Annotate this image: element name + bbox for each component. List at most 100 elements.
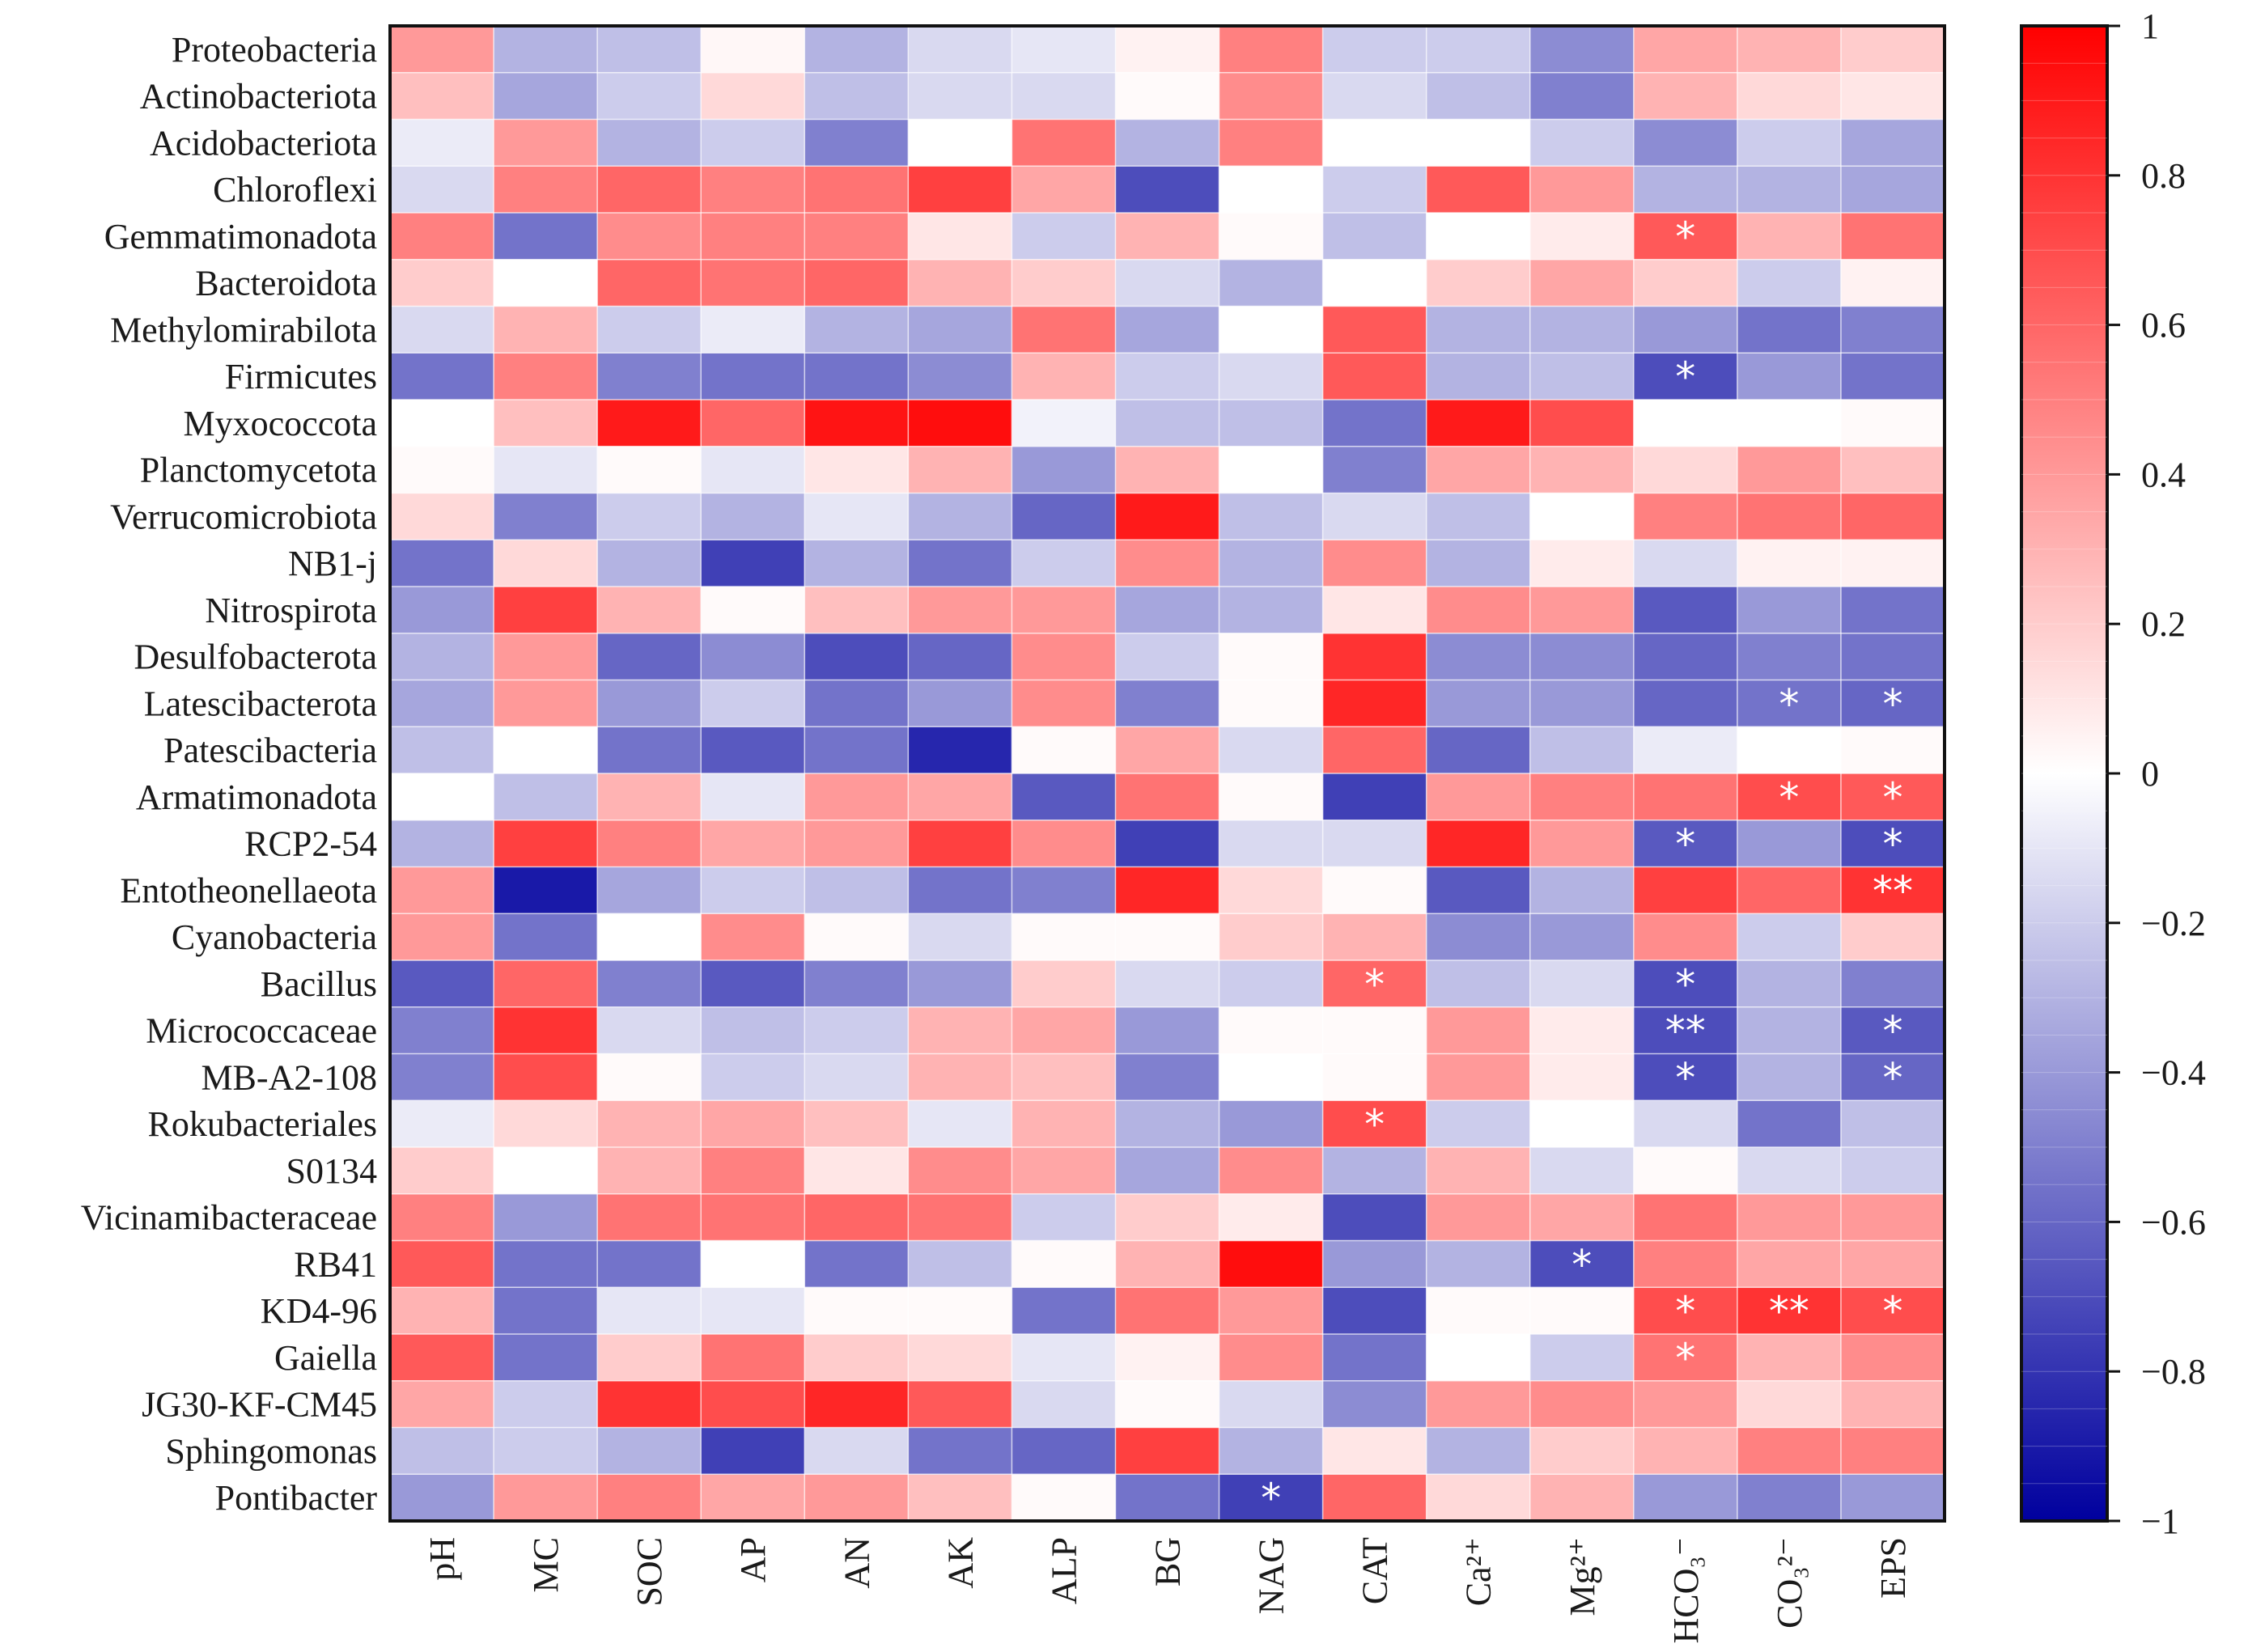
heatmap-cell <box>1426 1147 1531 1195</box>
heatmap-cell <box>1115 72 1220 121</box>
heatmap-cell <box>1840 773 1945 821</box>
heatmap-cell <box>597 1380 702 1429</box>
heatmap-cell <box>1633 213 1738 261</box>
colorbar-tick-label: 0.8 <box>2141 156 2186 196</box>
heatmap-cell <box>1529 726 1635 774</box>
heatmap-cell <box>494 726 598 774</box>
heatmap-cell <box>390 1100 494 1148</box>
row-label: Cyanobacteria <box>172 917 377 957</box>
heatmap-cell <box>1115 259 1220 307</box>
heatmap-cell <box>1633 1334 1738 1382</box>
heatmap-cell <box>1426 1053 1531 1101</box>
heatmap-cell <box>494 960 598 1008</box>
heatmap-cell <box>1737 1147 1842 1195</box>
row-label: RCP2-54 <box>244 824 377 864</box>
heatmap-cell <box>1426 587 1531 634</box>
heatmap-cell <box>1219 1474 1324 1522</box>
row-label: Pontibacter <box>215 1478 378 1518</box>
heatmap-cell <box>494 400 598 447</box>
heatmap-cell <box>1219 726 1324 774</box>
heatmap-cell <box>1219 680 1324 727</box>
row-label: Chloroflexi <box>213 170 377 210</box>
heatmap-cell <box>1426 1100 1531 1148</box>
heatmap-cell <box>1012 1334 1117 1382</box>
heatmap-cell <box>1737 820 1842 868</box>
heatmap-cell <box>597 259 702 307</box>
heatmap-cell <box>1322 446 1427 494</box>
heatmap-cell <box>494 446 598 494</box>
heatmap-cell <box>701 166 805 214</box>
heatmap-cell <box>1115 1240 1220 1288</box>
heatmap-cell <box>494 306 598 354</box>
heatmap-cell <box>1633 1474 1738 1522</box>
heatmap-cell <box>1737 259 1842 307</box>
heatmap-cell <box>1322 1334 1427 1382</box>
heatmap-cell <box>1012 680 1117 727</box>
heatmap-cell <box>1737 1053 1842 1101</box>
heatmap-cell <box>1840 1193 1945 1242</box>
heatmap-cell <box>1840 1474 1945 1522</box>
heatmap-cell <box>1012 540 1117 587</box>
column-label: MC <box>526 1537 566 1592</box>
heatmap-cell <box>1529 820 1635 868</box>
heatmap-cell <box>390 680 494 727</box>
heatmap-cell <box>1737 353 1842 400</box>
heatmap-cell <box>1012 26 1117 74</box>
heatmap-cell <box>1633 587 1738 634</box>
heatmap-cell <box>908 26 1012 74</box>
heatmap-cell <box>1737 773 1842 821</box>
row-label: Myxococcota <box>184 404 377 443</box>
heatmap-cell <box>597 1053 702 1101</box>
heatmap-cell <box>1012 1380 1117 1429</box>
heatmap-cell <box>1115 26 1220 74</box>
heatmap-cell <box>701 1380 805 1429</box>
heatmap-cell <box>1426 1193 1531 1242</box>
heatmap-cell <box>908 1474 1012 1522</box>
heatmap-cell <box>597 680 702 727</box>
significance-mark: * <box>1779 774 1799 821</box>
significance-mark: ** <box>1665 1008 1706 1055</box>
heatmap-cell <box>390 633 494 681</box>
significance-mark: * <box>1779 680 1799 727</box>
heatmap-cell <box>1219 400 1324 447</box>
heatmap-cell <box>494 1006 598 1055</box>
significance-mark: * <box>1883 1008 1903 1055</box>
heatmap-cell <box>390 1053 494 1101</box>
column-label: Ca²⁺ <box>1459 1537 1499 1606</box>
heatmap-cell <box>1737 1006 1842 1055</box>
heatmap-cell <box>1426 913 1531 961</box>
heatmap-cell <box>1219 353 1324 400</box>
heatmap-cell <box>908 166 1012 214</box>
heatmap-cell <box>701 26 805 74</box>
heatmap-cell <box>804 1240 909 1288</box>
colorbar-tick-label: −0.8 <box>2141 1352 2206 1391</box>
heatmap-cell <box>597 540 702 587</box>
heatmap-cell <box>494 540 598 587</box>
heatmap-cell <box>1529 446 1635 494</box>
heatmap-cell <box>1840 353 1945 400</box>
heatmap-cell <box>494 1193 598 1242</box>
heatmap-cell <box>390 493 494 540</box>
heatmap-cell <box>701 587 805 634</box>
colorbar-tick-label: −1 <box>2141 1502 2179 1541</box>
heatmap-cell <box>908 866 1012 914</box>
heatmap-cell <box>908 1006 1012 1055</box>
heatmap-cell <box>908 1053 1012 1101</box>
heatmap-cell <box>1840 1053 1945 1101</box>
heatmap-cell <box>908 493 1012 540</box>
heatmap-cell <box>1840 446 1945 494</box>
heatmap-cell <box>1115 1006 1220 1055</box>
significance-mark: * <box>1675 1288 1695 1335</box>
heatmap-cell <box>1115 1427 1220 1475</box>
heatmap-cell <box>597 960 702 1008</box>
heatmap-cell <box>804 400 909 447</box>
column-label: SOC <box>630 1537 669 1607</box>
row-label: Firmicutes <box>225 357 377 396</box>
heatmap-cell <box>1426 26 1531 74</box>
heatmap-cell <box>1322 306 1427 354</box>
heatmap-cell <box>804 587 909 634</box>
heatmap-cell <box>804 446 909 494</box>
heatmap-cell <box>1219 213 1324 261</box>
heatmap-cell <box>494 213 598 261</box>
heatmap-cell <box>390 72 494 121</box>
